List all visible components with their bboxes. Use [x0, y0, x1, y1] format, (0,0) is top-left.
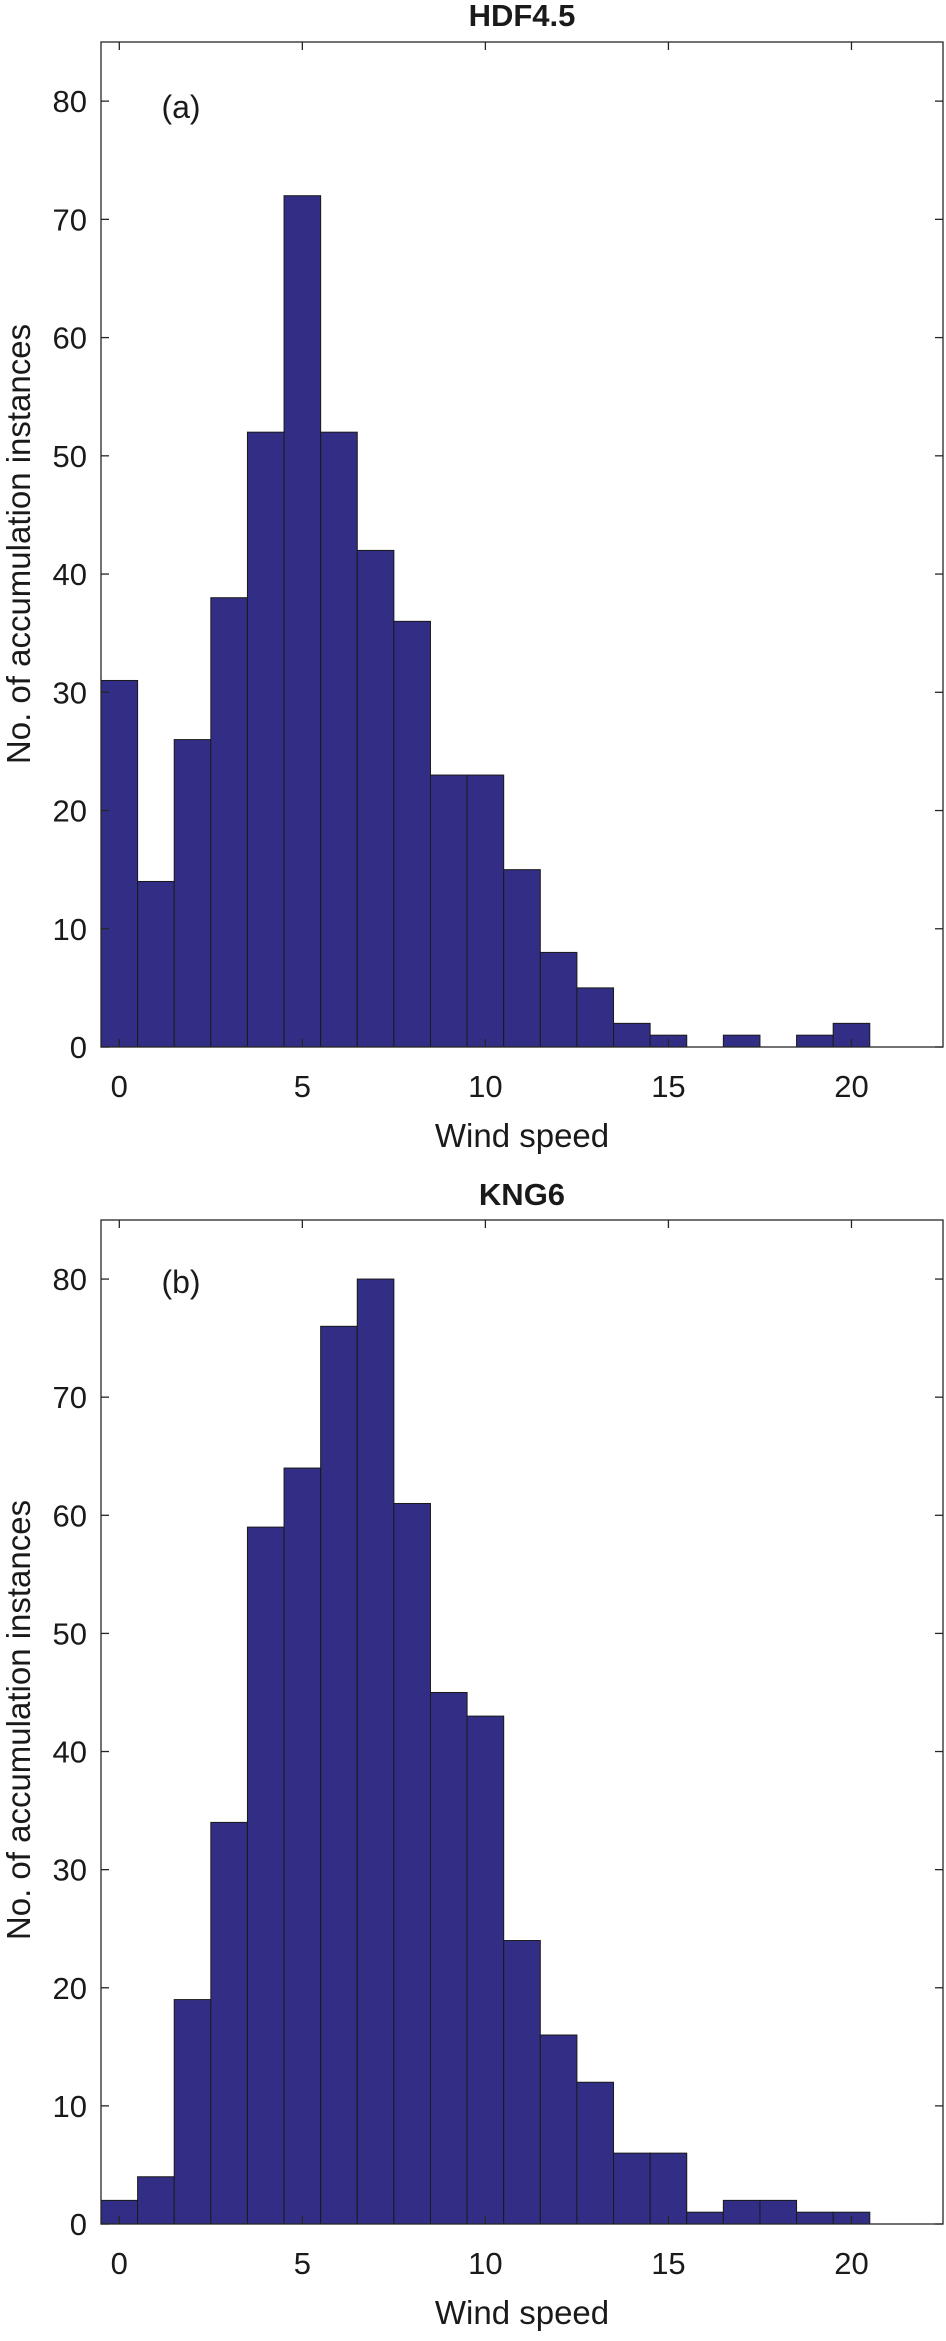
- bar-4: [246, 1526, 285, 2225]
- bar-3: [210, 597, 248, 1048]
- y-tick-label: 50: [53, 1616, 87, 1651]
- x-tick-label: 5: [294, 1069, 311, 1104]
- bars: [100, 1278, 871, 2225]
- y-tick-label: 60: [53, 1498, 87, 1533]
- panel-label: (b): [161, 1264, 200, 1300]
- y-tick-label: 40: [53, 1735, 87, 1770]
- x-tick-label: 15: [651, 2246, 685, 2281]
- bar-9: [429, 1691, 468, 2225]
- bar-13: [576, 987, 615, 1048]
- chart-title: KNG6: [479, 1177, 565, 1212]
- axes-box: [100, 1219, 944, 2225]
- y-tick-label: 40: [53, 557, 87, 592]
- bar-5: [283, 195, 322, 1048]
- x-axis-label: Wind speed: [435, 2294, 609, 2331]
- bar-11: [503, 869, 541, 1048]
- bar-13: [576, 2081, 615, 2225]
- bar-19: [796, 1034, 834, 1048]
- y-tick-label: 70: [53, 1380, 87, 1415]
- bar-7: [356, 1278, 395, 2225]
- y-tick-label: 70: [53, 202, 87, 237]
- y-tick-label: 0: [70, 1030, 87, 1065]
- bar-1: [137, 2176, 175, 2225]
- x-tick-label: 0: [111, 1069, 128, 1104]
- bar-10: [466, 1715, 505, 2225]
- histogram-hdf4-5: HDF4.5 (a) Wind speed No. of accumulatio…: [0, 0, 944, 1154]
- y-tick-label: 60: [53, 321, 87, 356]
- bar-14: [613, 2152, 651, 2225]
- x-tick-label: 20: [834, 1069, 868, 1104]
- x-tick-label: 5: [294, 2246, 311, 2281]
- bar-16: [686, 2211, 724, 2225]
- x-tick-label: 10: [468, 1069, 502, 1104]
- x-tick-label: 0: [111, 2246, 128, 2281]
- y-axis-label: No. of accumulation instances: [0, 1500, 37, 1940]
- axes-box: [100, 41, 944, 1048]
- bar-15: [649, 2152, 688, 2225]
- bar-7: [356, 549, 395, 1048]
- y-tick-label: 30: [53, 675, 87, 710]
- y-tick-label: 0: [70, 2207, 87, 2242]
- histogram-kng6: KNG6 (b) Wind speed No. of accumulation …: [0, 1177, 944, 2331]
- bar-8: [393, 1502, 431, 2225]
- bar-0: [100, 679, 139, 1048]
- bar-2: [173, 1999, 212, 2225]
- bar-6: [320, 1325, 358, 2225]
- panel-label: (a): [161, 89, 200, 125]
- bar-19: [796, 2211, 834, 2225]
- bar-17: [722, 2199, 761, 2225]
- x-tick-label: 10: [468, 2246, 502, 2281]
- y-tick-label: 20: [53, 1971, 87, 2006]
- y-tick-label: 10: [53, 912, 87, 947]
- bar-1: [137, 880, 175, 1048]
- x-tick-label: 15: [651, 1069, 685, 1104]
- chart-title: HDF4.5: [469, 0, 576, 33]
- y-tick-label: 80: [53, 84, 87, 119]
- y-tick-label: 10: [53, 2089, 87, 2124]
- y-tick-label: 50: [53, 439, 87, 474]
- y-axis-label: No. of accumulation instances: [0, 324, 37, 764]
- y-tick-label: 30: [53, 1853, 87, 1888]
- bar-2: [173, 739, 212, 1048]
- bars: [100, 195, 871, 1048]
- bar-12: [539, 2034, 578, 2225]
- bar-4: [246, 431, 285, 1048]
- bar-12: [539, 951, 578, 1048]
- bar-11: [503, 1940, 541, 2225]
- bar-10: [466, 774, 505, 1048]
- bar-18: [759, 2199, 798, 2225]
- bar-3: [210, 1821, 248, 2225]
- bar-5: [283, 1467, 322, 2225]
- bar-6: [320, 431, 358, 1048]
- y-tick-label: 80: [53, 1262, 87, 1297]
- x-tick-label: 20: [834, 2246, 868, 2281]
- x-axis-label: Wind speed: [435, 1117, 609, 1154]
- y-tick-label: 20: [53, 794, 87, 829]
- bar-8: [393, 620, 431, 1048]
- bar-17: [722, 1034, 761, 1048]
- bar-9: [429, 774, 468, 1048]
- bar-14: [613, 1022, 651, 1048]
